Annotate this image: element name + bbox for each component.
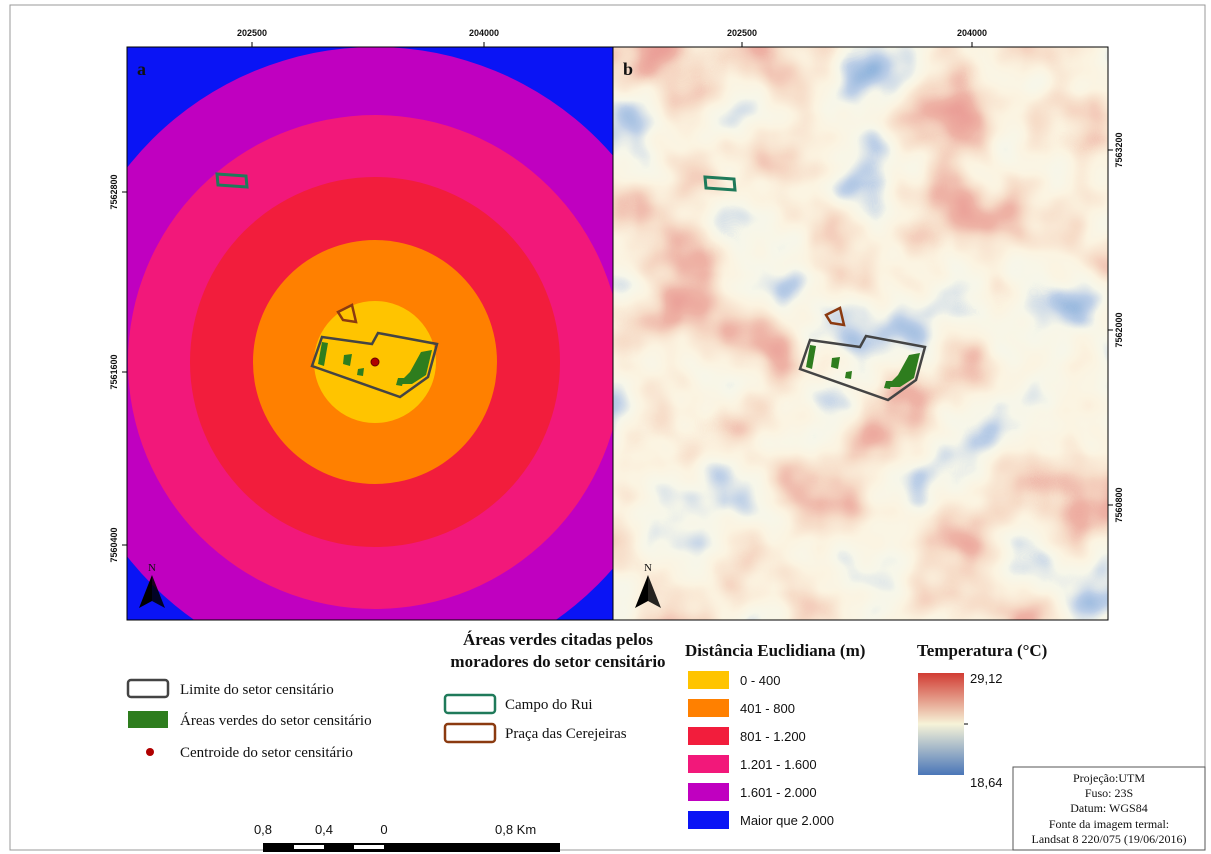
x-tick-label: 204000 bbox=[469, 28, 499, 38]
panel-a-map bbox=[60, 47, 690, 677]
legend-title: Distância Euclidiana (m) bbox=[685, 641, 865, 660]
centroid bbox=[371, 358, 379, 366]
legend-swatch bbox=[688, 671, 729, 689]
legend-label: 1.201 - 1.600 bbox=[740, 757, 817, 772]
legend-label: Praça das Cerejeiras bbox=[505, 726, 627, 742]
legend-swatch bbox=[445, 724, 495, 742]
info-line: Fuso: 23S bbox=[1085, 786, 1133, 800]
panel-label: b bbox=[623, 59, 633, 79]
info-line: Datum: WGS84 bbox=[1070, 801, 1147, 815]
y-tick-label: 7561600 bbox=[109, 354, 119, 389]
legend-swatch bbox=[445, 695, 495, 713]
y-tick-label: 7563200 bbox=[1114, 132, 1124, 167]
temp-min: 18,64 bbox=[970, 775, 1003, 790]
figure: a N b N 202500 204000 202500 204000 7562… bbox=[0, 0, 1211, 854]
legend-swatch bbox=[688, 783, 729, 801]
scale-label: 0,4 bbox=[315, 822, 333, 837]
panel-label: a bbox=[137, 59, 146, 79]
legend-label: Limite do setor censitário bbox=[180, 682, 334, 698]
scale-bar bbox=[263, 843, 560, 852]
temperature-raster bbox=[613, 47, 1108, 620]
legend-label: Áreas verdes do setor censitário bbox=[180, 712, 372, 729]
north-label: N bbox=[148, 562, 156, 574]
north-label: N bbox=[644, 562, 652, 574]
legend-label: 801 - 1.200 bbox=[740, 729, 806, 744]
x-tick-label: 204000 bbox=[957, 28, 987, 38]
panel-b-map bbox=[613, 47, 1108, 620]
legend-swatch bbox=[688, 699, 729, 717]
x-tick-label: 202500 bbox=[727, 28, 757, 38]
legend-swatch bbox=[128, 711, 168, 728]
legend-label: Centroide do setor censitário bbox=[180, 745, 353, 761]
legend-label: Maior que 2.000 bbox=[740, 813, 834, 828]
legend-title: moradores do setor censitário bbox=[450, 652, 665, 671]
info-line: Landsat 8 220/075 (19/06/2016) bbox=[1032, 832, 1187, 846]
y-tick-label: 7562000 bbox=[1114, 312, 1124, 347]
scale-label: 0,8 Km bbox=[495, 822, 536, 837]
scale-label: 0 bbox=[380, 822, 387, 837]
legend-label: 0 - 400 bbox=[740, 673, 780, 688]
info-line: Fonte da imagem termal: bbox=[1049, 817, 1169, 831]
legend-swatch bbox=[688, 811, 729, 829]
legend-swatch bbox=[146, 748, 154, 756]
legend-swatch bbox=[128, 680, 168, 697]
legend-title: Áreas verdes citadas pelos bbox=[463, 630, 653, 649]
y-tick-label: 7560400 bbox=[109, 527, 119, 562]
temperature-ramp bbox=[918, 673, 964, 775]
info-line: Projeção:UTM bbox=[1073, 771, 1145, 785]
temp-max: 29,12 bbox=[970, 671, 1003, 686]
y-tick-label: 7560800 bbox=[1114, 487, 1124, 522]
legend-swatch bbox=[688, 727, 729, 745]
legend-label: 1.601 - 2.000 bbox=[740, 785, 817, 800]
legend-title: Temperatura (°C) bbox=[917, 641, 1047, 660]
legend-label: 401 - 800 bbox=[740, 701, 795, 716]
scale-label: 0,8 bbox=[254, 822, 272, 837]
x-tick-label: 202500 bbox=[237, 28, 267, 38]
y-tick-label: 7562800 bbox=[109, 174, 119, 209]
legend-label: Campo do Rui bbox=[505, 697, 593, 713]
legend-swatch bbox=[688, 755, 729, 773]
